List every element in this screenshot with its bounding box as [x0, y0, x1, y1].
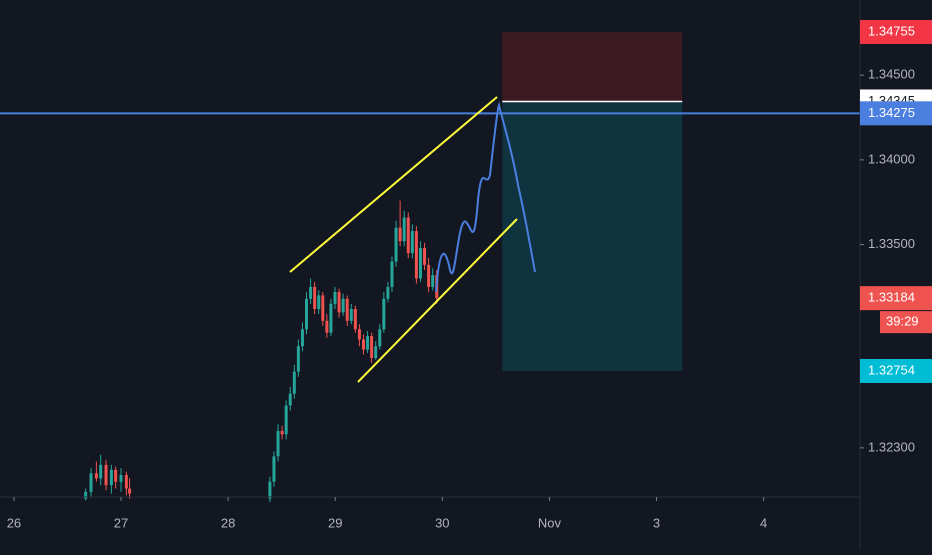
- candle-body: [109, 469, 113, 486]
- y-tick-label: 1.32300: [868, 439, 915, 454]
- y-tick-label: 1.34500: [868, 67, 915, 82]
- candle-body: [317, 295, 321, 309]
- candle-body: [390, 261, 394, 287]
- candle-body: [288, 393, 292, 406]
- candle-body: [333, 292, 337, 304]
- candle-body: [268, 481, 272, 499]
- candle-body: [378, 329, 382, 347]
- candle-body: [410, 231, 414, 254]
- candle-body: [366, 336, 370, 350]
- candle-body: [284, 405, 288, 435]
- candle-body: [361, 339, 365, 350]
- target-zone: [502, 101, 683, 371]
- candle-body: [370, 336, 374, 359]
- y-tick-label: 1.34000: [868, 151, 915, 166]
- candle-body: [423, 247, 427, 265]
- candle-body: [309, 286, 313, 299]
- candle-body: [272, 456, 276, 482]
- candle-body: [276, 430, 280, 457]
- x-tick-label: 3: [653, 515, 660, 530]
- candle-body: [374, 346, 378, 359]
- candle-body: [406, 217, 410, 254]
- price-axis: [860, 0, 932, 550]
- price-label-box: [860, 101, 932, 126]
- stop-zone: [502, 32, 683, 102]
- price-label: 1.34275: [868, 105, 915, 120]
- x-tick-label: 28: [221, 515, 235, 530]
- candle-body: [292, 371, 296, 394]
- candle-body: [313, 286, 317, 309]
- price-label-box: [860, 286, 932, 311]
- countdown: 39:29: [886, 314, 919, 329]
- candle-body: [124, 474, 128, 489]
- candle-body: [89, 473, 93, 492]
- x-tick-label: 27: [114, 515, 128, 530]
- candle-body: [418, 247, 422, 279]
- candle-body: [300, 329, 304, 347]
- candle-body: [402, 217, 406, 242]
- candle-body: [341, 298, 345, 313]
- price-label: 1.32754: [868, 362, 915, 377]
- candle-body: [321, 295, 325, 321]
- channel-lower: [357, 218, 518, 383]
- candle-body: [325, 320, 329, 333]
- plot-area: [0, 32, 860, 503]
- candle-body: [84, 491, 88, 499]
- candle-body: [329, 303, 333, 333]
- candle-body: [128, 488, 132, 494]
- candle-body: [104, 464, 108, 486]
- price-label-box: [860, 358, 932, 383]
- countdown-box: [880, 311, 932, 334]
- candle-body: [99, 464, 103, 479]
- candle-body: [345, 298, 349, 321]
- x-tick-label: Nov: [538, 515, 562, 530]
- projection-path: [435, 101, 536, 293]
- candle-body: [427, 264, 431, 287]
- candle-body: [386, 286, 390, 299]
- candle-body: [394, 227, 398, 262]
- candle-body: [431, 275, 435, 287]
- candle-body: [349, 308, 353, 321]
- candle-body: [414, 231, 418, 279]
- price-label-box: [860, 20, 932, 45]
- candle-body: [280, 430, 284, 435]
- candle-body: [119, 474, 123, 482]
- x-tick-label: 26: [7, 515, 21, 530]
- price-label: 1.33184: [868, 290, 915, 305]
- channel-upper: [289, 96, 498, 273]
- y-tick-label: 1.33500: [868, 236, 915, 251]
- x-tick-label: 30: [435, 515, 449, 530]
- candle-body: [337, 292, 341, 313]
- x-tick-label: 29: [328, 515, 342, 530]
- price-label: 1.34755: [868, 23, 915, 38]
- candle-body: [305, 298, 309, 330]
- candle-body: [353, 308, 357, 330]
- candle-body: [382, 298, 386, 330]
- candle-body: [357, 329, 361, 340]
- axes: 1.34500 1.34000 1.33500 1.32300 26 27 28 29 30 No…: [7, 20, 932, 530]
- candle-body: [114, 469, 118, 482]
- candle-body: [398, 227, 402, 242]
- candle-body: [94, 473, 98, 479]
- x-tick-label: 4: [760, 515, 767, 530]
- candle-body: [296, 346, 300, 372]
